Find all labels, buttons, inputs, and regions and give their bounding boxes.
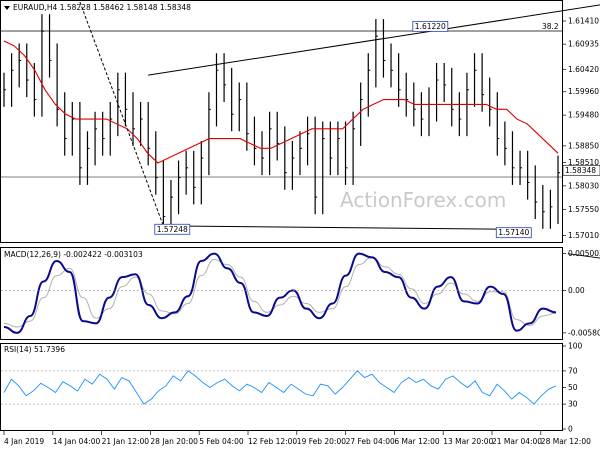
time-tick-label: 5 Feb 04:00 [199, 437, 244, 446]
upper-trendline [148, 4, 600, 76]
watermark: ActionForex.com [340, 188, 506, 212]
macd-panel-frame [0, 247, 563, 340]
macd-tick-label: 0.005003 [568, 249, 600, 258]
price-tick-label: 1.61410 [568, 17, 599, 26]
current-price-badge [562, 164, 600, 176]
rsi-axis: 100 70 50 30 0 [562, 342, 583, 434]
level-box-frame [412, 20, 449, 32]
macd-lines [3, 252, 600, 334]
time-axis: 4 Jan 2019 14 Jan 04:00 21 Jan 12:00 28 Jan… [3, 431, 591, 446]
time-tick-label: 14 Jan 04:00 [53, 437, 101, 446]
moving-average-polyline [3, 40, 559, 164]
price-tick-label: 1.60935 [568, 40, 599, 49]
time-tick-label: 13 Mar 20:00 [443, 437, 493, 446]
price-axis: 1.61410 1.60935 1.60420 1.59960 1.59480 1.588… [562, 17, 600, 240]
time-tick-label: 21 Mar 04:00 [492, 437, 542, 446]
moving-average-line [3, 40, 559, 164]
macd-tick-label: 0.00 [568, 286, 585, 295]
trendlines [79, 1, 600, 230]
fib-label: 38.2 [542, 22, 559, 31]
level-box-label: 1.61220 [415, 22, 446, 31]
macd-signal-line [3, 256, 557, 328]
level-box-label: 1.57140 [498, 228, 529, 237]
rsi-line [1, 370, 562, 405]
time-tick-label: 6 Mar 12:00 [394, 437, 440, 446]
time-tick-label: 27 Feb 04:00 [346, 437, 395, 446]
price-tick-label: 1.59480 [568, 111, 599, 120]
rsi-tick-label: 70 [568, 366, 578, 375]
rsi-tick-label: 0 [568, 425, 573, 434]
price-tick-label: 1.58510 [568, 158, 599, 167]
rsi-tick-label: 50 [568, 383, 578, 392]
level-box: 1.57140 [495, 227, 532, 239]
rsi-panel-frame [0, 343, 563, 431]
price-tick-label: 1.59960 [568, 87, 599, 96]
price-header-text: EURAUD,H4 1.58228 1.58462 1.58148 1.5834… [13, 3, 191, 12]
price-tick-label: 1.58850 [568, 141, 599, 150]
time-tick-label: 4 Jan 2019 [4, 437, 44, 446]
level-boxes: 1.61220 1.57248 1.57140 [154, 20, 532, 239]
price-header: EURAUD,H4 1.58228 1.58462 1.58148 1.5834… [4, 3, 191, 12]
price-bars [3, 14, 560, 234]
price-tick-label: 1.57550 [568, 205, 599, 214]
rsi-polyline [3, 370, 557, 405]
macd-main-line [3, 252, 557, 334]
macd-header-text: MACD(12,26,9) -0.002422 -0.003103 [4, 250, 143, 259]
level-box-label: 1.57248 [157, 225, 188, 234]
time-tick-label: 12 Feb 12:00 [248, 437, 297, 446]
price-tick-label: 1.58030 [568, 181, 599, 190]
price-tick-label: 1.60420 [568, 65, 599, 74]
rsi-tick-label: 100 [568, 342, 583, 351]
rsi-header-text: RSI(14) 51.7396 [4, 345, 65, 354]
support-line [163, 225, 521, 230]
time-tick-label: 28 Jan 20:00 [150, 437, 198, 446]
current-price-label: 1.58348 [565, 166, 596, 175]
time-tick-label: 19 Feb 20:00 [297, 437, 346, 446]
level-box-frame [495, 227, 532, 239]
triangle-down-icon[interactable] [4, 6, 10, 10]
level-box: 1.61220 [412, 20, 449, 32]
price-tick-label: 1.57010 [568, 231, 599, 240]
level-box-frame [154, 223, 191, 235]
time-tick-label: 21 Jan 12:00 [102, 437, 150, 446]
level-box: 1.57248 [154, 223, 191, 235]
macd-trendline [567, 253, 600, 259]
rsi-tick-label: 30 [568, 400, 578, 409]
time-tick-label: 28 Mar 12:00 [541, 437, 591, 446]
